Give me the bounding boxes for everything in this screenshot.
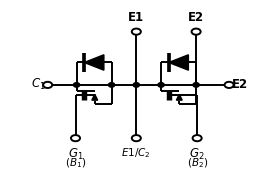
Circle shape (71, 135, 80, 141)
Text: $E1 / C_2$: $E1 / C_2$ (122, 147, 151, 160)
Text: E2: E2 (188, 11, 204, 24)
Circle shape (193, 135, 202, 141)
Circle shape (109, 83, 114, 87)
Text: E2: E2 (232, 78, 248, 91)
Text: $G_1$: $G_1$ (68, 147, 83, 162)
Circle shape (193, 83, 199, 87)
Circle shape (132, 29, 141, 35)
Circle shape (134, 83, 139, 87)
Circle shape (192, 29, 201, 35)
Circle shape (132, 135, 141, 141)
Circle shape (158, 83, 164, 87)
Text: $G_2$: $G_2$ (189, 147, 205, 162)
Text: $(B_1)$: $(B_1)$ (65, 156, 86, 170)
Circle shape (43, 82, 52, 88)
Text: E1: E1 (128, 11, 144, 24)
Polygon shape (84, 55, 104, 70)
Text: $C_1$: $C_1$ (31, 77, 46, 92)
Text: $(B_2)$: $(B_2)$ (186, 156, 208, 170)
Polygon shape (169, 55, 188, 70)
Circle shape (74, 83, 80, 87)
Circle shape (225, 82, 234, 88)
